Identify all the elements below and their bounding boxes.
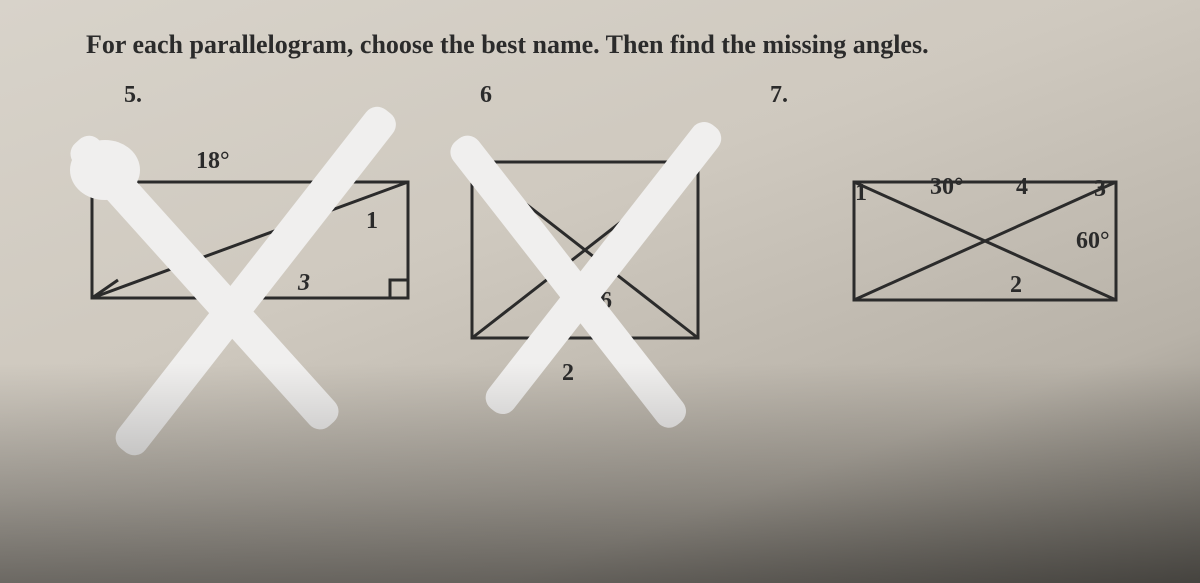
figure-7-label-60: 60° (1076, 228, 1110, 255)
figure-7-label-4: 4 (1016, 174, 1028, 201)
figure-5-angle-18: 18° (196, 148, 230, 175)
instruction-text: For each parallelogram, choose the best … (86, 30, 929, 60)
figure-7-label-3: 3 (1094, 176, 1106, 203)
figure-6-label-2: 2 (562, 360, 574, 387)
worksheet-page: { "instruction": "For each parallelogram… (0, 0, 1200, 583)
figure-5-label-1: 1 (366, 208, 378, 235)
figure-7-label-2: 2 (1010, 272, 1022, 299)
question-number-5: 5. (124, 82, 142, 109)
question-number-6: 6 (480, 82, 492, 109)
figure-5-label-3: 3 (298, 270, 310, 297)
whiteout-blob (70, 140, 140, 200)
figure-7-label-1: 1 (855, 180, 867, 207)
figure-7-label-30: 30° (930, 174, 964, 201)
question-number-7: 7. (770, 82, 788, 109)
